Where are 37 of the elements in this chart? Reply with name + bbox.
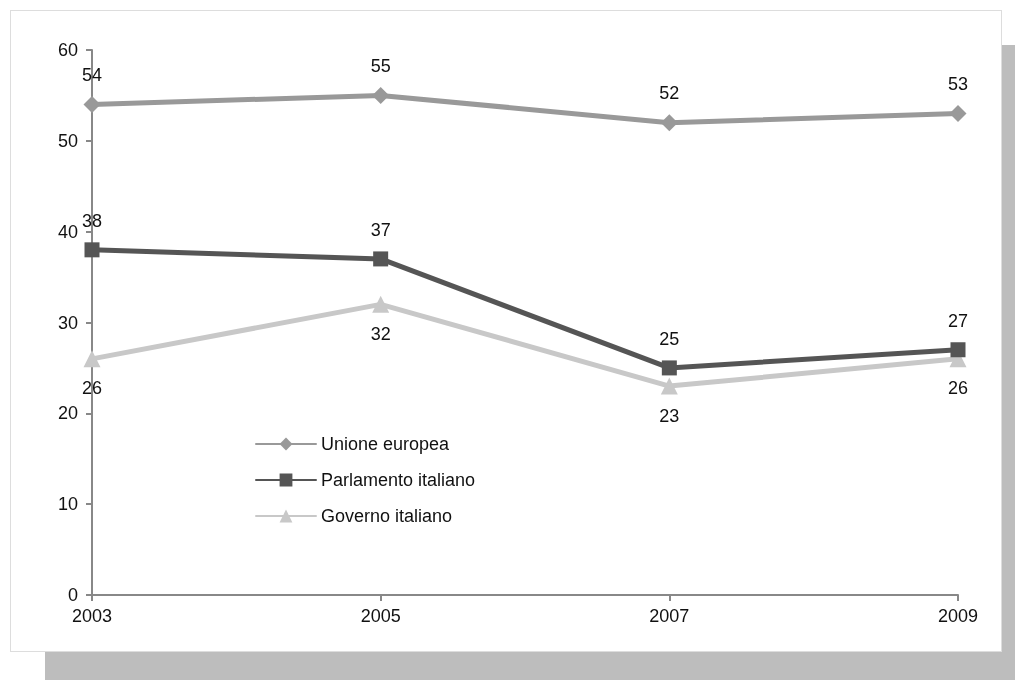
y-tick-label: 20 xyxy=(57,403,78,424)
point xyxy=(660,377,678,395)
x-tick-label: 2005 xyxy=(360,606,401,626)
point xyxy=(950,342,966,358)
y-tick-label: 50 xyxy=(57,130,78,151)
x-tick-label: 2003 xyxy=(71,606,113,626)
data-label: 54 xyxy=(81,65,103,85)
point xyxy=(372,86,390,104)
data-label: 52 xyxy=(659,83,680,104)
y-tick-label: 0 xyxy=(67,585,78,605)
point xyxy=(372,295,390,313)
legend-label: Governo italiano xyxy=(321,506,453,526)
y-tick-label: 10 xyxy=(57,494,78,515)
x-tick-label: 2007 xyxy=(649,606,690,626)
point xyxy=(373,251,389,267)
data-label: 25 xyxy=(659,329,680,350)
legend-label: Unione europea xyxy=(321,434,451,454)
data-label: 53 xyxy=(947,74,969,95)
data-label: 23 xyxy=(659,405,680,426)
y-tick-label: 30 xyxy=(57,312,78,333)
data-label: 32 xyxy=(370,323,391,344)
data-label: 55 xyxy=(370,55,391,76)
data-label: 26 xyxy=(947,378,969,399)
x-tick-label: 2009 xyxy=(937,606,979,626)
point xyxy=(83,350,101,368)
point xyxy=(83,96,101,113)
data-label: 37 xyxy=(370,220,391,241)
point xyxy=(660,114,678,132)
point xyxy=(661,360,677,376)
data-label: 27 xyxy=(947,311,969,332)
legend-label: Parlamento italiano xyxy=(321,470,476,490)
data-label: 38 xyxy=(81,211,103,232)
data-label: 26 xyxy=(81,378,103,399)
point xyxy=(949,105,967,123)
y-tick-label: 40 xyxy=(57,221,78,242)
point xyxy=(84,242,100,258)
y-tick-label: 60 xyxy=(57,40,78,60)
